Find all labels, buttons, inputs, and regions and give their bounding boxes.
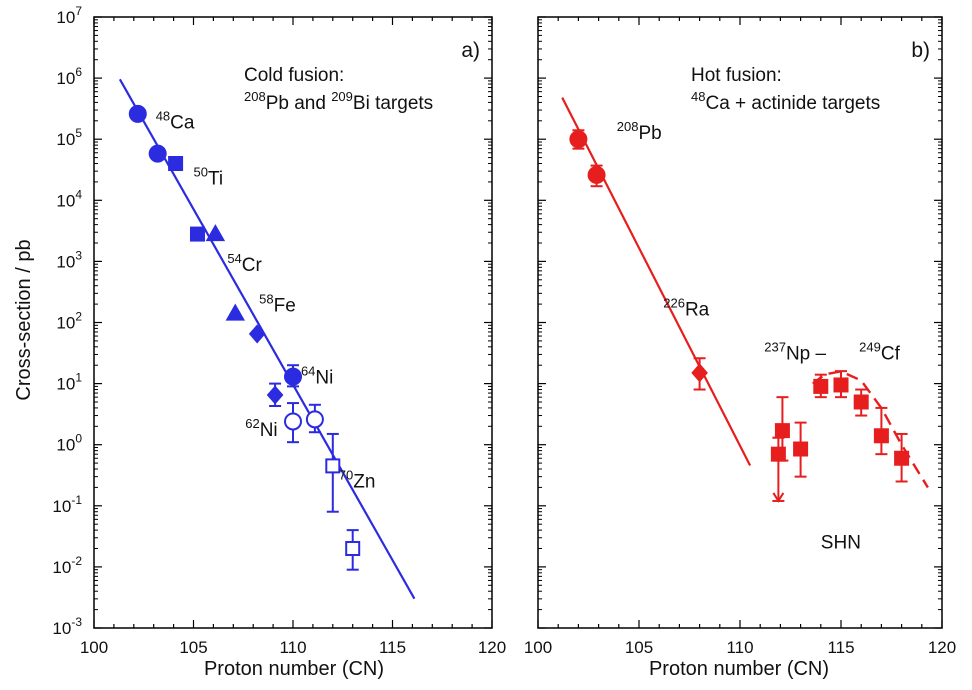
- y-tick-label: 106: [56, 65, 82, 88]
- data-point-square: [894, 450, 910, 466]
- fit-line: [561, 97, 752, 466]
- x-tick-label: 105: [179, 638, 207, 657]
- data-point-square: [345, 541, 361, 557]
- data-point-circle: [128, 104, 147, 123]
- data-point-triangle: [205, 224, 226, 242]
- y-tick-label: 100: [56, 432, 82, 455]
- data-point-diamond: [266, 385, 284, 405]
- data-point-circle: [284, 367, 302, 386]
- y-tick-label: 102: [56, 310, 82, 333]
- upper-limit-arrow: [772, 492, 785, 503]
- x-tick-label: 100: [524, 638, 552, 657]
- data-point-diamond: [248, 324, 266, 344]
- panel-a-cold-fusion: 100 105 110 115 120 10-3 10-2 10-1 100 101 102 103 1…: [52, 4, 506, 657]
- data-point-circle: [569, 130, 588, 149]
- y-tick-label: 103: [56, 248, 82, 271]
- isotope-label: 48Ca: [156, 108, 195, 133]
- data-point-square: [853, 394, 869, 410]
- x-axis-label-a: Proton number (CN): [204, 658, 384, 680]
- data-point-square: [813, 378, 829, 394]
- annotation-targets: 208Pb and 209Bi targets: [244, 89, 433, 114]
- x-tick-label: 105: [625, 638, 653, 657]
- x-tick-label: 120: [928, 638, 956, 657]
- isotope-label: 208Pb: [617, 119, 662, 144]
- isotope-label: 54Cr: [227, 251, 262, 276]
- annotation-title: Cold fusion:: [244, 65, 344, 86]
- x-tick-label: 115: [827, 638, 854, 657]
- annotation-targets: 48Ca + actinide targets: [691, 89, 880, 114]
- x-tick-label: 120: [478, 638, 506, 657]
- y-axis-label: Cross-section / pb: [13, 239, 35, 400]
- x-tick-label: 115: [379, 638, 406, 657]
- x-axis-label-b: Proton number (CN): [649, 658, 829, 680]
- x-tick-label: 100: [80, 638, 108, 657]
- annotation-title: Hot fusion:: [691, 65, 782, 86]
- isotope-label: 50Ti: [194, 165, 224, 190]
- systematics-dashed-curve: [811, 370, 929, 489]
- y-tick-label: 10-3: [52, 615, 82, 638]
- y-tick-label: 10-2: [52, 554, 82, 577]
- data-point-square: [325, 458, 341, 474]
- data-point-circle: [587, 165, 606, 184]
- data-point-square: [774, 423, 790, 439]
- isotope-label: 62Ni: [245, 416, 277, 441]
- isotope-label: 226Ra: [663, 296, 709, 321]
- data-point-square: [833, 377, 849, 393]
- data-point-triangle: [225, 303, 246, 321]
- isotope-label: 237Np –: [764, 339, 826, 364]
- isotope-label: 58Fe: [259, 292, 296, 317]
- panel-tag: a): [461, 39, 480, 62]
- data-point-circle: [148, 144, 167, 163]
- y-tick-label: 10-1: [52, 493, 82, 516]
- isotope-label: 70Zn: [339, 467, 376, 492]
- panel-b-hot-fusion: 100 105 110 115 120 208Pb 226Ra 237Np – 249Cf b)…: [524, 16, 956, 657]
- data-point-diamond: [691, 363, 708, 383]
- y-tick-label: 104: [56, 187, 82, 210]
- x-tick-label: 110: [279, 638, 306, 657]
- data-point-square: [189, 226, 205, 242]
- data-point-square: [168, 156, 184, 172]
- isotope-label: 249Cf: [859, 339, 900, 364]
- y-tick-label: 107: [56, 4, 82, 27]
- data-point-circle: [305, 410, 324, 429]
- x-tick-label: 110: [726, 638, 753, 657]
- data-point-square: [873, 428, 889, 444]
- data-point-circle: [284, 412, 302, 431]
- y-tick-label: 105: [56, 126, 82, 149]
- panel-tag: b): [911, 39, 930, 62]
- shn-label: SHN: [821, 533, 861, 554]
- y-tick-label: 101: [56, 371, 82, 394]
- data-point-square: [793, 441, 809, 457]
- isotope-label: 64Ni: [301, 364, 333, 389]
